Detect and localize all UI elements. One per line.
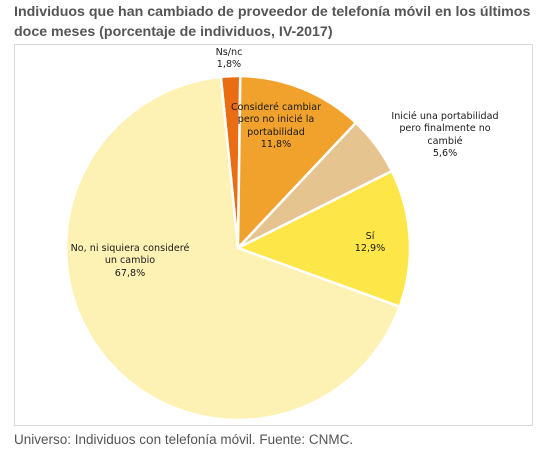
slice-value: 12,9%: [354, 243, 386, 255]
slice-label-line: cambié: [427, 135, 463, 147]
slice-label-line: Sí: [365, 231, 375, 242]
slice-label-line: un cambio: [104, 255, 156, 267]
slice-label: Ns/nc 1,8%: [216, 47, 243, 72]
slice-label-line: Consideré cambiar: [230, 102, 322, 113]
slice-label-line: Ns/nc: [215, 47, 243, 58]
pie-slice: [236, 74, 358, 252]
pie-chart: [64, 74, 412, 422]
slice-label: Consideré cambiar pero no inicié la portab…: [231, 102, 321, 152]
pie-slice: [234, 169, 412, 309]
slice-label: Sí 12,9%: [355, 231, 385, 256]
slice-label-line: pero finalmente no: [399, 123, 491, 135]
slice-label: No, ni siquiera consideré un cambio 67,8%: [71, 243, 190, 280]
slice-label-line: No, ni siquiera consideré: [70, 243, 190, 254]
chart-title: Individuos que han cambiado de proveedor…: [14, 4, 531, 40]
slice-value: 11,8%: [260, 139, 292, 151]
slice-value: 67,8%: [114, 267, 146, 279]
slice-value: 5,6%: [432, 148, 458, 160]
slice-value: 1,8%: [216, 59, 242, 71]
slice-label-line: pero no inicié la: [237, 114, 315, 126]
slice-label: Inicié una portabilidad pero finalmente n…: [391, 111, 498, 161]
chart-frame: Ns/nc 1,8% Consideré cambiar pero no inicié…: [14, 44, 533, 426]
footer-source: Universo: Individuos con telefonía móvil…: [14, 432, 354, 447]
slice-label-line: portabilidad: [247, 126, 305, 138]
slice-label-line: Inicié una portabilidad: [391, 111, 499, 122]
pie-slice: [64, 75, 402, 422]
